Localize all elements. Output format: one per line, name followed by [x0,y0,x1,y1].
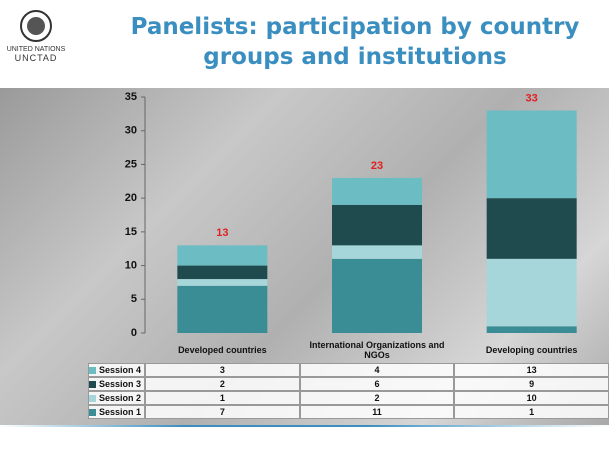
bar-segment [487,259,577,326]
bar-segment [332,245,422,258]
category-label: Developing countries [454,336,609,363]
legend-label: Session 3 [99,379,141,389]
bar-segment [332,205,422,245]
slide: UNITED NATIONS UNCTAD Panelists: partici… [0,0,609,461]
table-value: 2 [145,377,300,391]
table-value: 13 [454,363,609,377]
table-value: 7 [145,405,300,419]
bar-segment [332,178,422,205]
bar-segment [487,198,577,259]
legend-entry: Session 2 [88,391,145,405]
total-label: 33 [526,92,538,104]
table-value: 4 [300,363,455,377]
bar-segment [177,266,267,279]
legend-swatch [89,409,96,416]
y-tick-label: 20 [125,192,137,204]
category-label: International Organizations and NGOs [300,336,455,363]
bar-segment [332,259,422,333]
total-label: 23 [371,160,383,172]
y-tick-label: 35 [125,91,137,103]
table-value: 9 [454,377,609,391]
y-tick-label: 15 [125,226,137,238]
legend-swatch [89,367,96,374]
legend-swatch [89,381,96,388]
total-label: 13 [216,227,228,239]
y-tick-label: 5 [131,293,137,305]
legend-entry: Session 3 [88,377,145,391]
table-value: 1 [145,391,300,405]
table-value: 6 [300,377,455,391]
legend-label: Session 1 [99,407,141,417]
table-value: 10 [454,391,609,405]
bar-segment [487,110,577,198]
table-value: 2 [300,391,455,405]
bar-segment [177,286,267,333]
divider [0,425,609,427]
legend-label: Session 4 [99,365,141,375]
y-tick-label: 25 [125,158,137,170]
bar-segment [487,326,577,333]
table-value: 3 [145,363,300,377]
legend-entry: Session 4 [88,363,145,377]
y-tick-label: 30 [125,125,137,137]
y-tick-label: 0 [131,327,137,339]
table-value: 11 [300,405,455,419]
legend-entry: Session 1 [88,405,145,419]
y-tick-label: 10 [125,259,137,271]
category-label: Developed countries [145,336,300,363]
table-value: 1 [454,405,609,419]
legend-label: Session 2 [99,393,141,403]
bar-segment [177,245,267,265]
legend-swatch [89,395,96,402]
bar-segment [177,279,267,286]
